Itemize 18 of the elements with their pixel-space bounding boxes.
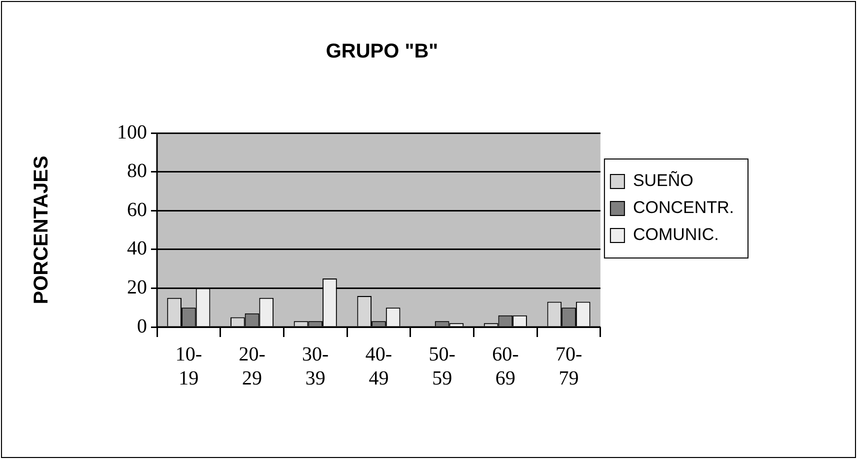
chart-title: GRUPO "B"	[326, 40, 438, 63]
x-tick-label: 40-49	[365, 343, 392, 390]
x-tick-label: 50-59	[428, 343, 456, 390]
y-tick-label: 100	[117, 121, 147, 144]
legend-label: COMUNIC.	[632, 225, 719, 244]
y-tick-label: 20	[127, 276, 147, 298]
x-tick-label: 20-29	[238, 343, 266, 390]
legend-label: SUEÑO	[632, 171, 694, 190]
x-tick-label: 30-39	[302, 343, 329, 390]
x-tick-label: 10-19	[175, 343, 202, 390]
y-tick-label: 40	[127, 238, 147, 260]
x-tick-label: 70-79	[555, 343, 582, 390]
y-tick-label: 0	[137, 315, 147, 338]
y-tick-label: 60	[127, 198, 147, 221]
x-tick-label: 60-69	[492, 343, 519, 390]
y-tick-label: 80	[127, 160, 147, 182]
y-axis-title: PORCENTAJES	[30, 156, 53, 304]
legend-label: CONCENTR.	[632, 198, 734, 218]
